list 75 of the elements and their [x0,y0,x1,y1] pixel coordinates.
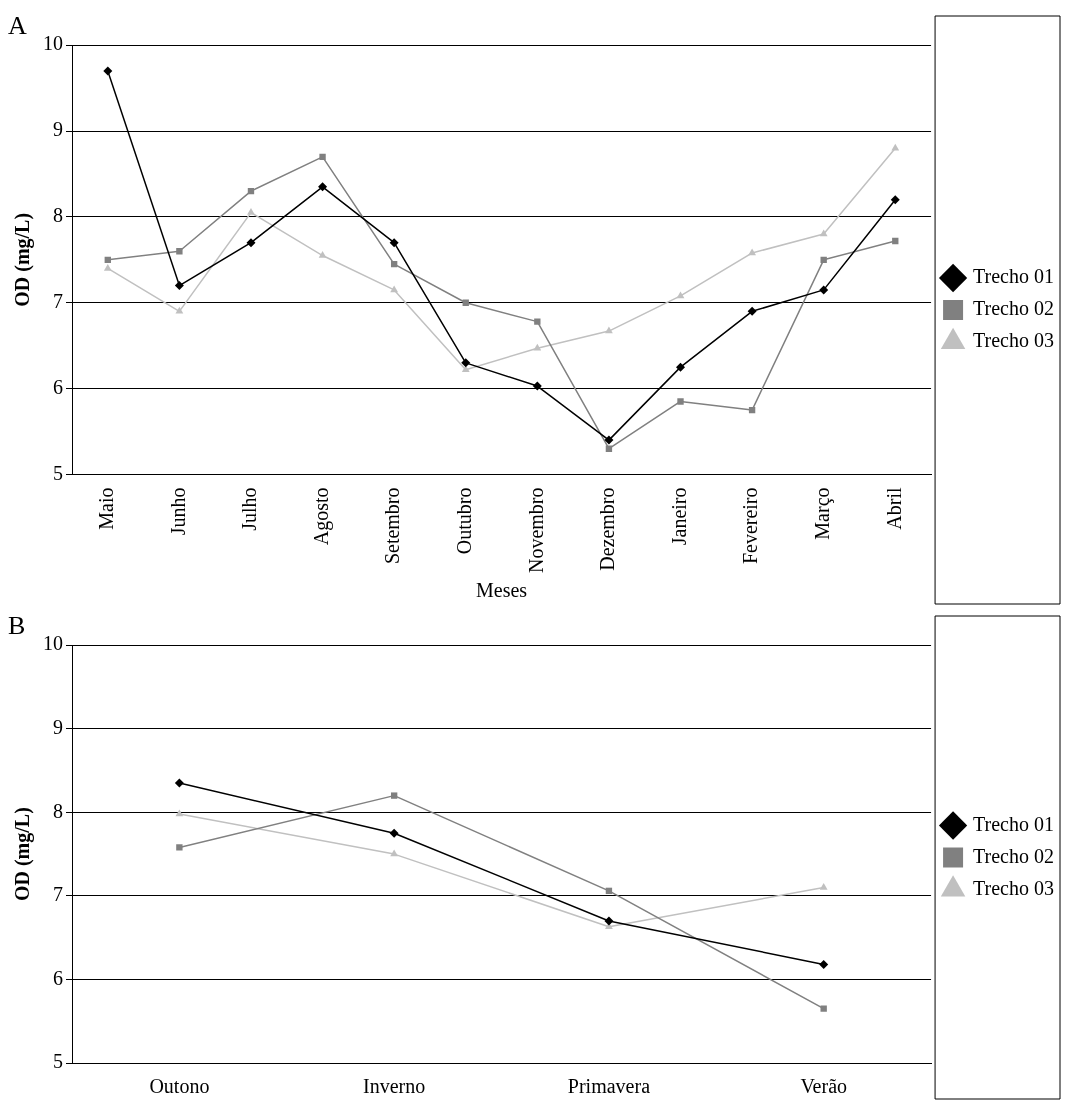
y-tick-label: 9 [53,118,63,141]
x-tick-label: Março [810,487,834,540]
x-tick-label: Janeiro [667,487,690,546]
point [819,229,828,237]
point [676,291,685,299]
point [748,248,756,256]
y-tick-label: 5 [53,1050,63,1073]
point [604,435,614,445]
point [605,326,613,334]
point [390,849,399,857]
x-tick-label: Abril [882,487,905,530]
x-tick-label: Maio [95,487,118,530]
y-tick-label: 5 [53,461,63,484]
x-tick-label: Inverno [363,1075,426,1098]
legend-label: Trecho 01 [973,812,1055,835]
point [604,916,614,926]
x-tick-label: Primavera [567,1075,651,1098]
point [318,251,327,258]
point [176,248,183,255]
point [390,792,398,799]
legend-label: Trecho 02 [973,297,1055,320]
x-tick-label: Agosto [309,487,333,546]
point [890,195,900,205]
point [461,358,471,368]
chart-title: A [8,11,27,41]
point [819,959,829,969]
x-tick-label: Outono [149,1075,210,1098]
point [319,153,326,160]
y-tick-label: 6 [53,375,63,398]
point [532,381,542,391]
point [533,343,542,351]
y-axis-title: OD (mg/L) [11,807,35,902]
x-axis-title: Meses [475,579,528,602]
x-tick-label: Dezembro [596,487,619,571]
y-tick-label: 8 [53,204,63,227]
point [176,844,183,851]
point [246,238,256,248]
y-axis-title: OD (mg/L) [11,212,35,307]
legend-label: Trecho 02 [973,844,1055,867]
x-tick-label: Novembro [524,487,547,574]
y-tick-label: 7 [53,290,63,313]
legend-label: Trecho 03 [973,876,1055,899]
x-tick-label: Setembro [381,487,404,565]
point [247,208,255,215]
point [819,883,828,890]
legend-label: Trecho 03 [973,329,1055,352]
y-tick-label: 6 [53,966,63,989]
y-tick-label: 10 [43,32,63,55]
legend-label: Trecho 01 [973,265,1055,288]
y-tick-label: 8 [53,799,63,822]
point [676,362,686,372]
point [534,318,541,325]
x-tick-label: Verão [800,1075,848,1098]
chart-title: B [8,611,26,641]
point [175,306,184,314]
x-tick-label: Junho [166,487,189,536]
point [389,828,399,838]
x-tick-label: Outubro [452,487,475,555]
y-tick-label: 9 [53,716,63,739]
y-tick-label: 7 [53,883,63,906]
point [461,365,470,372]
point [389,238,399,248]
x-tick-label: Julho [238,487,261,531]
point [174,778,184,788]
point [390,285,399,293]
point [174,281,184,291]
x-tick-label: Fevereiro [739,487,762,565]
point [175,809,184,817]
point [747,306,757,316]
point [103,263,112,271]
point [819,285,829,295]
point [318,182,328,192]
point [677,398,684,405]
point [103,66,113,76]
y-tick-label: 10 [43,632,63,655]
